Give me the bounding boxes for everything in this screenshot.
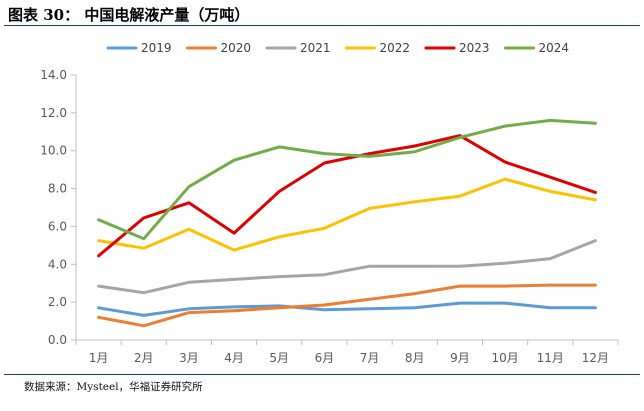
series-line-2024	[97, 118, 597, 241]
legend-label-2023: 2023	[459, 41, 490, 55]
legend-label-2020: 2020	[221, 41, 252, 55]
y-tick-label: 10.0	[40, 144, 67, 158]
y-tick-label: 2.0	[48, 295, 67, 309]
legend-label-2024: 2024	[539, 41, 570, 55]
x-tick-label: 5月	[269, 351, 289, 365]
y-tick-label: 0.0	[48, 333, 67, 347]
legend-label-2022: 2022	[380, 41, 411, 55]
x-tick-label: 2月	[134, 351, 154, 365]
series-line-2021	[97, 239, 597, 295]
y-tick-label: 8.0	[48, 182, 67, 196]
bottom-rule	[4, 374, 640, 375]
y-axis: 0.0 2.0 4.0 6.0 8.0 10.0 12.0 14.0	[40, 68, 77, 347]
source-note: 数据来源：Mysteel，华福证券研究所	[24, 381, 203, 393]
series-line-2020	[97, 283, 597, 328]
x-axis: 1月 2月 3月 4月 5月 6月 7月 8月 9月 10月 11月 12月	[75, 339, 619, 365]
series-line-2023	[97, 134, 597, 258]
y-tick-label: 6.0	[48, 219, 67, 233]
series-line-2019	[97, 301, 597, 317]
x-tick-label: 8月	[405, 351, 425, 365]
x-tick-label: 10月	[491, 351, 518, 365]
x-tick-label: 1月	[89, 351, 109, 365]
x-tick-label: 12月	[582, 351, 609, 365]
series-layer	[97, 118, 597, 328]
y-tick-label: 4.0	[48, 257, 67, 271]
x-tick-label: 6月	[315, 351, 335, 365]
x-tick-label: 4月	[224, 351, 244, 365]
x-tick-label: 3月	[179, 351, 199, 365]
legend-label-2019: 2019	[141, 41, 172, 55]
figure-title: 图表 30： 中国电解液产量（万吨）	[8, 6, 250, 24]
x-tick-label: 9月	[450, 351, 470, 365]
chart-legend: 2019 2020 2021 2022 2023 2024	[106, 41, 570, 55]
line-chart: 2019 2020 2021 2022 2023 2024 0.0 2.0 4.0 6.0 8.0…	[40, 41, 619, 365]
x-tick-label: 11月	[537, 351, 564, 365]
x-tick-label: 7月	[360, 351, 380, 365]
legend-label-2021: 2021	[300, 41, 331, 55]
series-line-2022	[97, 177, 597, 252]
title-rule	[4, 25, 640, 26]
y-tick-label: 14.0	[40, 68, 67, 82]
y-tick-label: 12.0	[40, 106, 67, 120]
